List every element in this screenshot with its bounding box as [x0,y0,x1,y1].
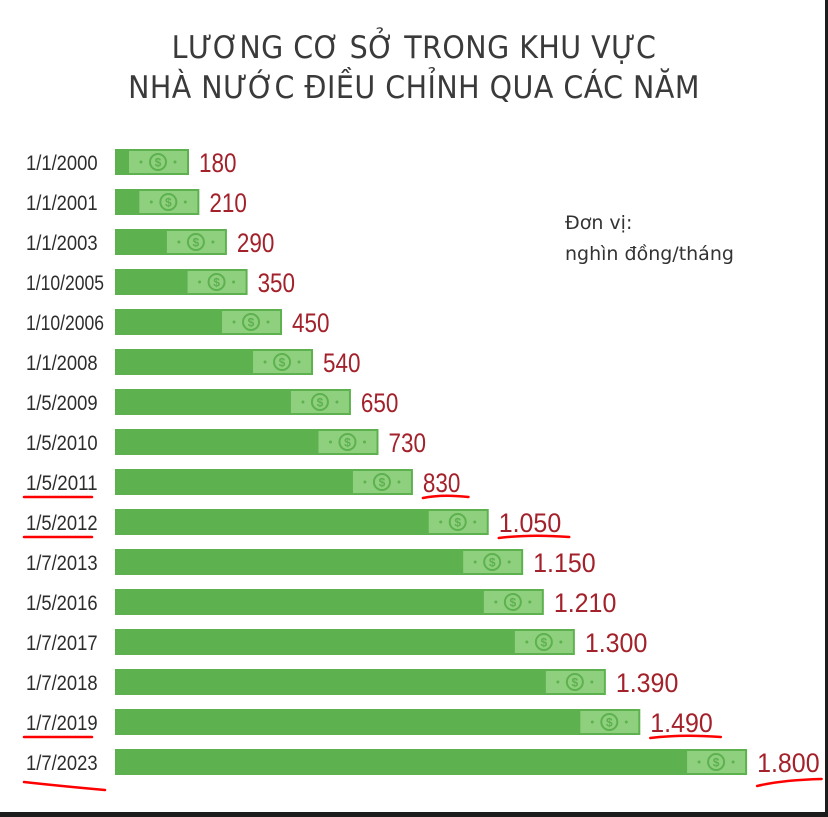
value-label: 1.050 [499,508,561,538]
annotation-underline [755,777,823,788]
dollar-banknote-icon: $ [318,431,377,453]
value-label: 730 [388,428,426,458]
svg-text:$: $ [510,596,517,610]
chart-title-line-2: NHÀ NƯỚC ĐIỀU CHỈNH QUA CÁC NĂM [128,70,700,106]
category-label: 1/10/2006 [26,312,104,335]
category-label: 1/5/2011 [26,472,98,495]
bar-row: 1/1/2008 $540 [26,348,361,378]
category-label: 1/7/2023 [26,752,98,775]
value-label: 1.210 [554,588,617,618]
svg-text:$: $ [572,676,579,690]
category-label: 1/7/2013 [26,552,98,575]
svg-text:$: $ [279,356,286,370]
bar-row: 1/10/2005 $350 [26,268,295,298]
svg-text:$: $ [454,516,461,530]
bar-row: 1/7/2018 $1.390 [26,668,678,698]
value-label: 650 [361,388,399,418]
category-label: 1/1/2000 [26,152,98,175]
svg-text:$: $ [489,556,496,570]
category-label: 1/1/2008 [26,352,98,375]
unit-label: Đơn vị: [565,212,633,234]
dollar-banknote-icon: $ [687,751,746,773]
bar-row: 1/7/2013 $1.150 [26,548,596,578]
annotation-underline [497,534,571,540]
value-label: 1.490 [650,708,713,738]
bar [115,749,748,775]
value-label: 1.390 [616,668,679,698]
bar [115,629,575,655]
unit-note: Đơn vị: nghìn đồng/tháng [565,208,734,270]
unit-value: nghìn đồng/tháng [565,243,734,265]
dollar-banknote-icon: $ [166,231,225,253]
dollar-banknote-icon: $ [428,511,487,533]
svg-text:$: $ [606,716,613,730]
category-label: 1/5/2009 [26,392,98,415]
dollar-banknote-icon: $ [514,631,573,653]
dollar-banknote-icon: $ [139,191,198,213]
bar-row: 1/1/2001 $210 [26,188,247,218]
svg-text:$: $ [193,236,200,250]
dollar-banknote-icon: $ [290,391,349,413]
dollar-banknote-icon: $ [545,671,604,693]
value-label: 290 [237,228,275,258]
svg-text:$: $ [165,196,172,210]
dollar-banknote-icon: $ [352,471,411,493]
category-label: 1/7/2017 [26,632,98,655]
value-label: 1.150 [533,548,596,578]
svg-text:$: $ [379,476,386,490]
value-label: 450 [292,308,330,338]
dollar-banknote-icon: $ [129,151,188,173]
bar [115,549,524,575]
bar-row: 1/7/2017 $1.300 [26,628,647,658]
value-label: 210 [209,188,247,218]
bar-row: 1/5/2016 $1.210 [26,588,616,618]
category-label: 1/7/2019 [26,712,98,735]
bar-row: 1/7/2023 $1.800 [22,748,823,792]
bar-row: 1/5/2011 $830 [22,468,470,500]
bar [115,589,544,615]
svg-text:$: $ [344,436,351,450]
category-label: 1/5/2010 [26,432,98,455]
dollar-banknote-icon: $ [253,351,312,373]
category-label: 1/5/2016 [26,592,98,615]
bar-row: 1/10/2006 $450 [26,308,330,338]
svg-text:$: $ [713,756,720,770]
bar-row: 1/7/2019 $1.490 [22,708,723,740]
dollar-banknote-icon: $ [580,711,639,733]
value-label: 1.300 [585,628,648,658]
svg-text:$: $ [317,396,324,410]
annotation-underline [649,734,723,740]
annotation-underline [421,494,470,500]
annotation-underline [22,780,107,792]
bar-row: 1/1/2000 $180 [26,148,237,178]
svg-text:$: $ [213,276,220,290]
category-label: 1/1/2001 [26,192,98,215]
svg-text:$: $ [155,156,162,170]
bar [115,509,489,535]
dollar-banknote-icon: $ [463,551,522,573]
value-label: 540 [323,348,361,378]
category-label: 1/5/2012 [26,512,98,535]
bar-row: 1/5/2012 $1.050 [22,508,571,540]
svg-text:$: $ [248,316,255,330]
bar [115,669,606,695]
value-label: 180 [199,148,237,178]
bar-row: 1/1/2003 $290 [26,228,274,258]
bar [115,709,641,735]
bar-row: 1/5/2009 $650 [26,388,398,418]
value-label: 830 [423,468,461,498]
dollar-banknote-icon: $ [222,311,281,333]
category-label: 1/1/2003 [26,232,98,255]
category-label: 1/10/2005 [26,272,104,295]
value-label: 350 [258,268,296,298]
dollar-banknote-icon: $ [483,591,542,613]
value-label: 1.800 [757,748,820,778]
chart-title-line-1: LƯƠNG CƠ SỞ TRONG KHU VỰC [171,30,657,66]
svg-text:$: $ [541,636,548,650]
dollar-banknote-icon: $ [187,271,246,293]
category-label: 1/7/2018 [26,672,98,695]
bar-row: 1/5/2010 $730 [26,428,426,458]
